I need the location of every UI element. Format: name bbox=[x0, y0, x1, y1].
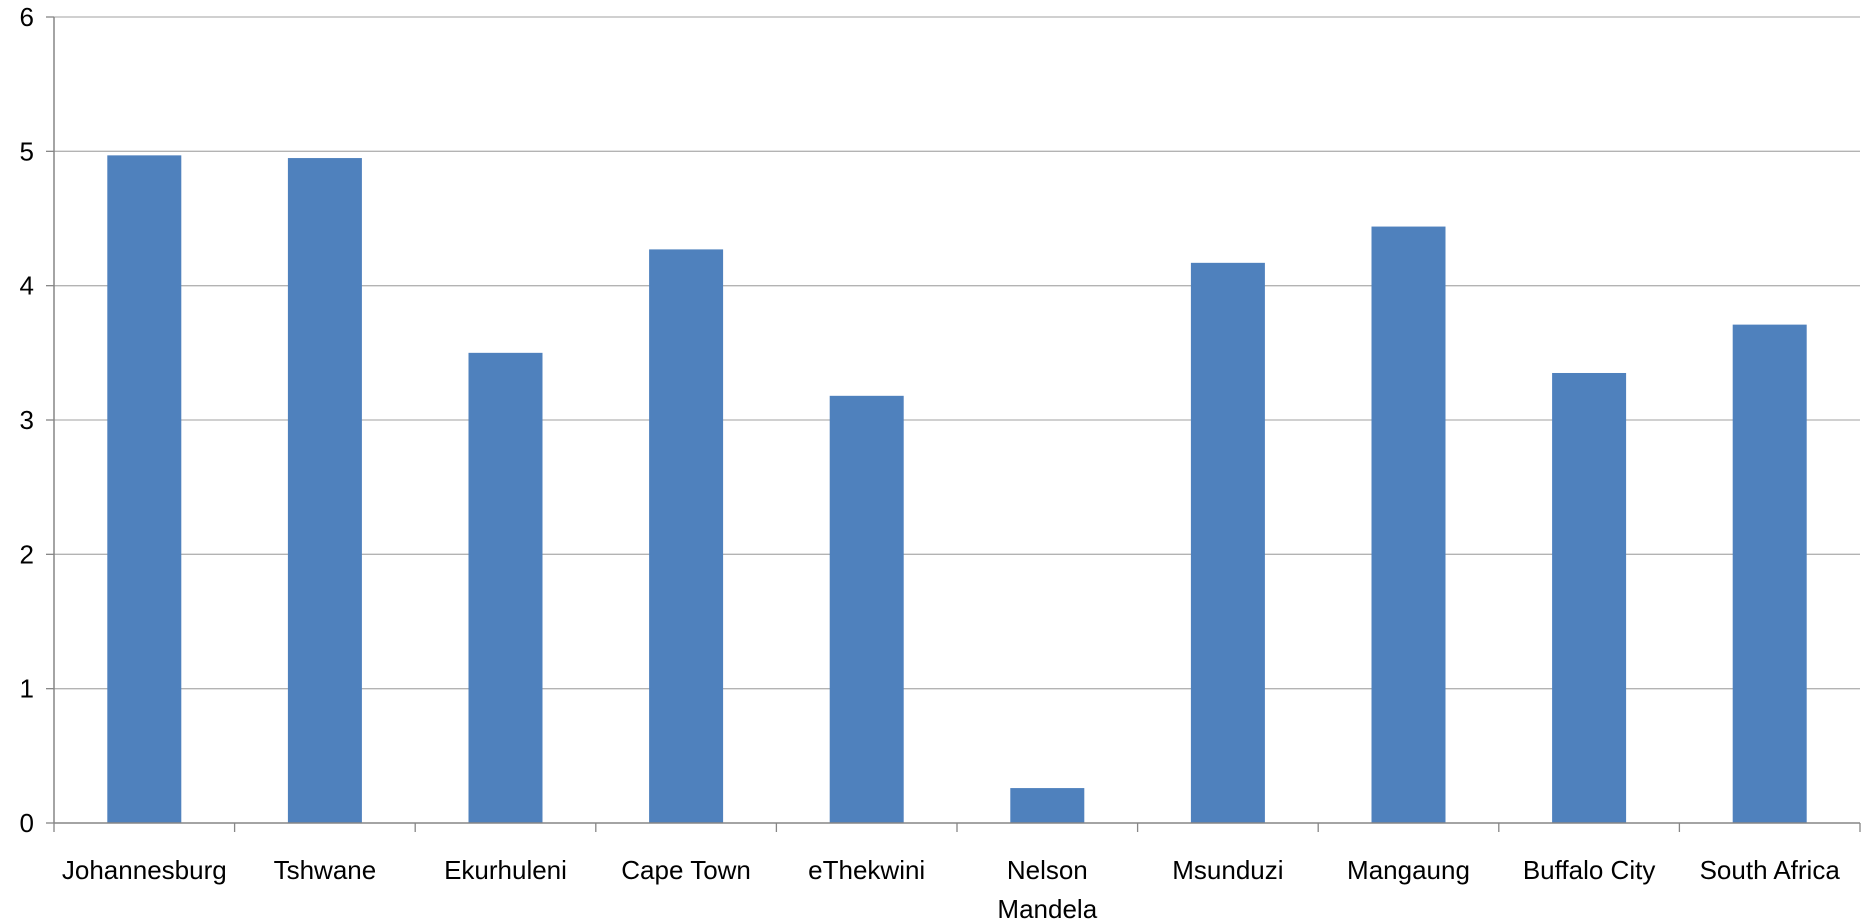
y-tick-label-0: 0 bbox=[20, 808, 34, 838]
y-tick-labels: 0 1 2 3 4 5 6 bbox=[20, 2, 34, 838]
x-tick-label-0: Johannesburg bbox=[62, 855, 227, 885]
y-tick-label-1: 1 bbox=[20, 674, 34, 704]
bar-5 bbox=[1010, 788, 1085, 823]
x-tick-label-3: Cape Town bbox=[621, 855, 751, 885]
x-tick-label-5-line-0: Nelson bbox=[1007, 855, 1088, 885]
y-tick-label-6: 6 bbox=[20, 2, 34, 32]
y-tick-label-5: 5 bbox=[20, 136, 34, 166]
x-tick-label-9: South Africa bbox=[1700, 855, 1841, 885]
x-tick-label-4: eThekwini bbox=[808, 855, 925, 885]
axes bbox=[46, 16, 1861, 832]
bar-7 bbox=[1371, 226, 1446, 823]
x-tick-label-7: Mangaung bbox=[1347, 855, 1470, 885]
bar-0 bbox=[107, 155, 182, 823]
bars bbox=[107, 155, 1807, 824]
y-tick-label-3: 3 bbox=[20, 405, 34, 435]
y-tick-label-4: 4 bbox=[20, 271, 34, 301]
bar-6 bbox=[1190, 262, 1265, 824]
bar-9 bbox=[1732, 324, 1807, 823]
bar-1 bbox=[287, 158, 362, 824]
bar-2 bbox=[468, 352, 543, 823]
bar-3 bbox=[649, 249, 724, 823]
x-tick-label-6: Msunduzi bbox=[1172, 855, 1283, 885]
x-tick-label-2: Ekurhuleni bbox=[444, 855, 567, 885]
bar-8 bbox=[1552, 372, 1627, 823]
bar-4 bbox=[829, 395, 904, 823]
x-tick-labels: Johannesburg Tshwane Ekurhuleni Cape Town eT… bbox=[62, 855, 1840, 924]
x-tick-label-1: Tshwane bbox=[274, 855, 377, 885]
x-tick-label-5-line-1: Mandela bbox=[997, 894, 1097, 924]
x-tick-label-8: Buffalo City bbox=[1523, 855, 1655, 885]
y-tick-label-2: 2 bbox=[20, 539, 34, 569]
